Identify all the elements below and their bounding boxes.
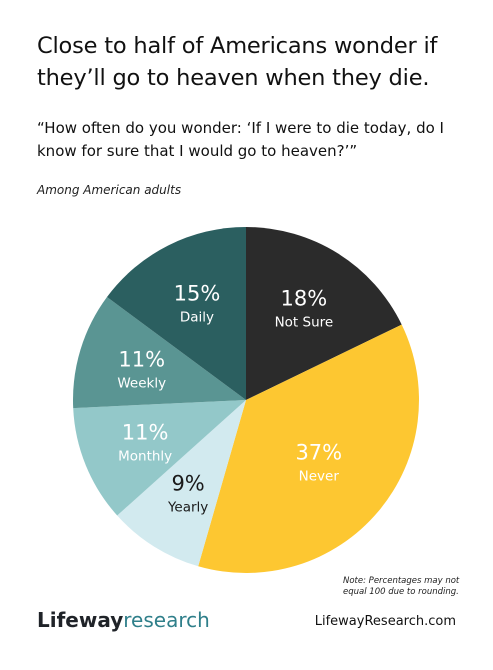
website-url: LifewayResearch.com <box>314 614 456 629</box>
brand-suffix: research <box>123 608 210 632</box>
slice-category-label: Daily <box>180 310 214 326</box>
slice-category-label: Not Sure <box>275 315 334 331</box>
pie-slice-weekly <box>73 297 246 409</box>
slice-category-label: Monthly <box>118 448 172 464</box>
chart-title: Close to half of Americans wonder if the… <box>37 33 438 91</box>
pie-slice-yearly <box>117 400 247 567</box>
lifeway-research-logo: Lifewayresearch <box>37 606 210 634</box>
slice-value-label: 15% <box>174 282 221 306</box>
survey-question: “How often do you wonder: ‘If I were to … <box>37 119 444 160</box>
pie-slice-not-sure <box>246 227 402 400</box>
pie-slice-monthly <box>73 400 247 516</box>
slice-category-label: Yearly <box>167 499 208 515</box>
chart-subtitle: Among American adults <box>37 183 182 197</box>
rounding-note: Note: Percentages may not equal 100 due … <box>343 576 460 597</box>
slice-category-label: Never <box>299 468 340 484</box>
slice-value-label: 18% <box>281 287 328 311</box>
brand-name: Lifeway <box>37 608 124 632</box>
pie-slice-daily <box>106 226 246 400</box>
slice-value-label: 9% <box>171 471 204 495</box>
slice-value-label: 11% <box>122 420 169 444</box>
pie-slice-never <box>198 324 419 573</box>
slice-category-label: Weekly <box>117 375 166 391</box>
slice-value-label: 37% <box>295 440 342 464</box>
slice-value-label: 11% <box>118 347 165 371</box>
